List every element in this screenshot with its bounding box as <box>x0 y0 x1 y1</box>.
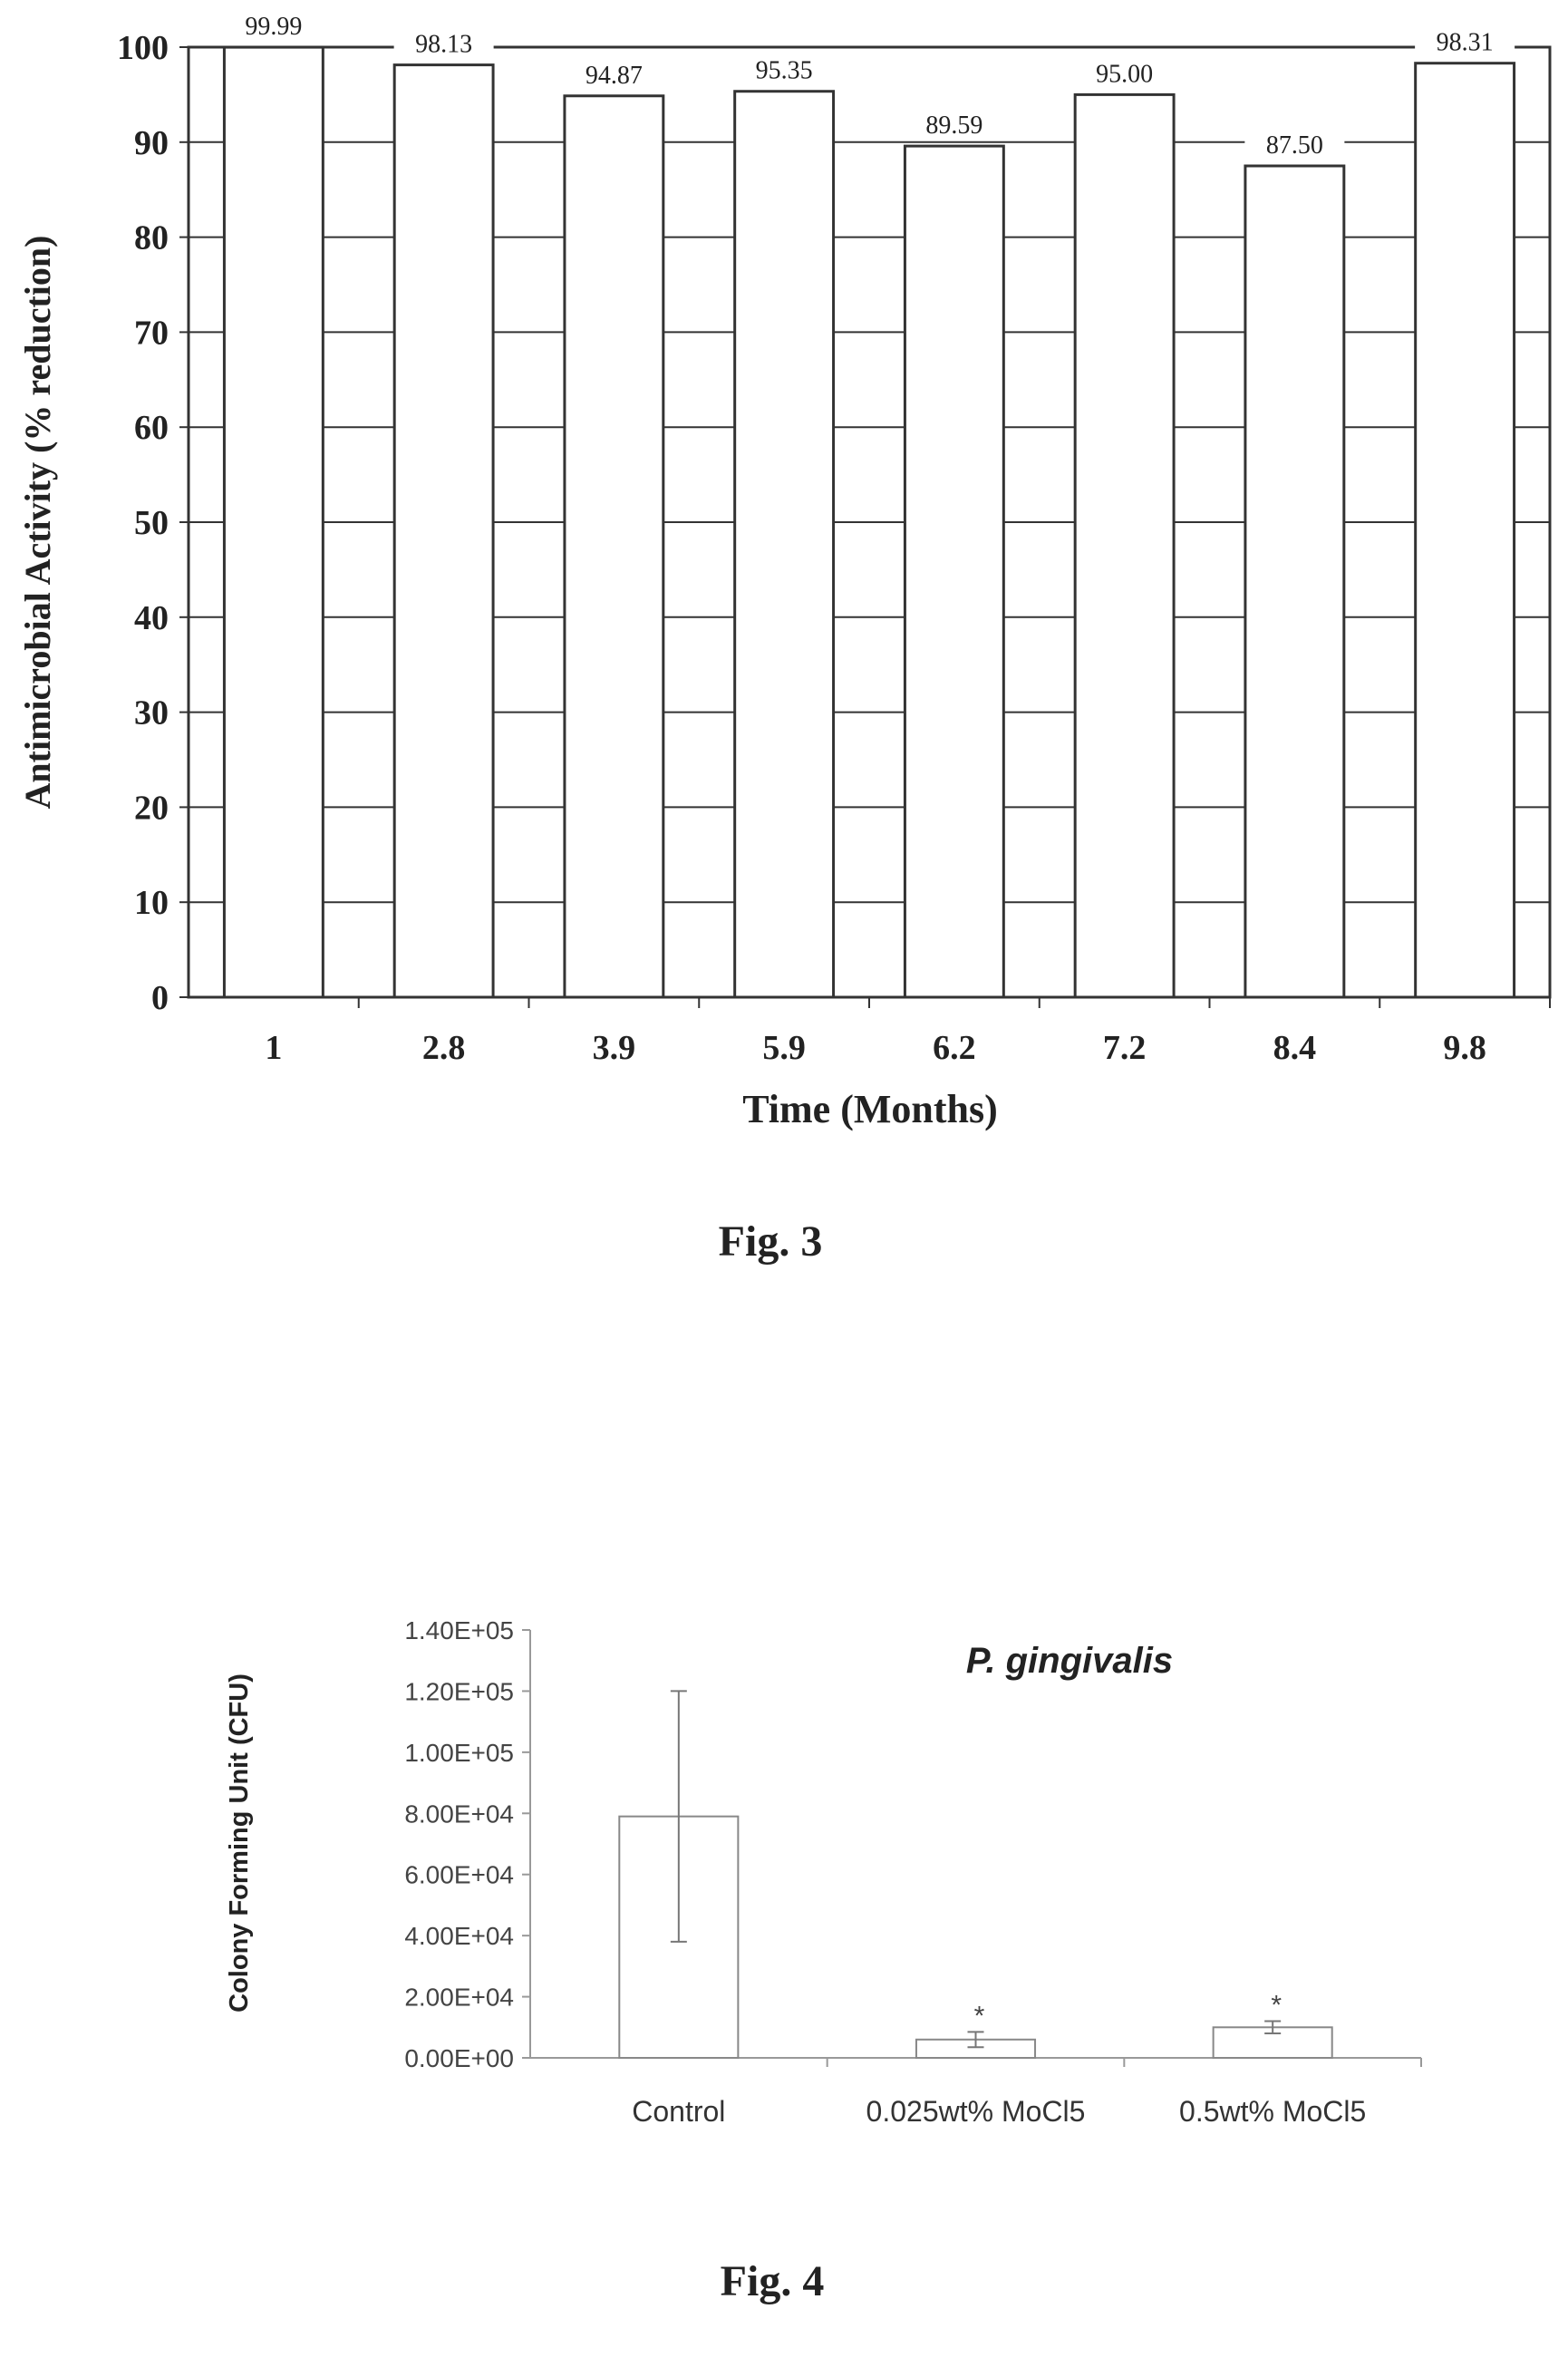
chart1-data-label-bg <box>734 51 835 86</box>
chart1-data-label: 94.87 <box>586 62 643 90</box>
chart1-bar <box>222 45 324 999</box>
figure-caption-4: Fig. 4 <box>721 2257 825 2305</box>
chart1-y-tick-label: 70 <box>134 314 169 352</box>
chart1-data-label-bg <box>1415 23 1515 58</box>
chart2-x-tick-label: 0.025wt% MoCl5 <box>866 2095 1086 2128</box>
chart1-x-tick-label: 7.2 <box>1103 1029 1147 1067</box>
chart1-x-tick-label: 8.4 <box>1273 1029 1317 1067</box>
chart1-data-label-bg <box>904 106 1004 141</box>
chart2-y-tick-label: 0.00E+00 <box>404 2044 514 2072</box>
chart1-y-tick-label: 40 <box>134 599 169 637</box>
chart1-data-label-bg <box>1074 54 1175 90</box>
chart2-significance-marker: * <box>1271 1991 1282 2021</box>
chart1-y-tick-label: 0 <box>151 979 169 1017</box>
chart1-x-tick-label: 6.2 <box>933 1029 976 1067</box>
chart2-y-tick-label: 2.00E+04 <box>404 1984 514 2012</box>
chart1-y-tick-labels: 0 10 20 30 40 50 60 70 80 90 100 <box>117 29 169 1017</box>
chart1-data-label: 95.00 <box>1096 60 1153 88</box>
chart1-y-tick-label: 30 <box>134 694 169 732</box>
chart1-x-tick-label: 9.8 <box>1443 1029 1486 1067</box>
chart1-y-tick-label: 10 <box>134 884 169 922</box>
chart2-x-tick-labels: Control 0.025wt% MoCl5 0.5wt% MoCl5 <box>632 2095 1366 2128</box>
chart1-bar <box>903 144 1005 999</box>
chart1-y-axis-label: Antimicrobial Activity (% reduction) <box>17 236 58 810</box>
chart1-data-label: 89.59 <box>925 112 982 140</box>
chart2-title: P. gingivalis <box>966 1641 1173 1681</box>
chart2-x-tick-label: 0.5wt% MoCl5 <box>1179 2095 1366 2128</box>
chart1-y-tick-label: 50 <box>134 504 169 542</box>
chart2-y-tick-label: 1.40E+05 <box>404 1616 514 1644</box>
chart1-x-axis-label: Time (Months) <box>742 1087 998 1131</box>
chart1-y-tick-label: 60 <box>134 409 169 447</box>
chart1-bar <box>733 90 836 999</box>
chart2-y-axis-label: Colony Forming Unit (CFU) <box>225 1673 254 2013</box>
chart1-y-tick-label: 90 <box>134 124 169 162</box>
chart1-y-tick-label: 100 <box>117 29 169 67</box>
chart2-y-tick-labels: 0.00E+00 2.00E+04 4.00E+04 6.00E+04 8.00E+04… <box>404 1616 530 2072</box>
chart1-bars <box>222 45 1551 1008</box>
chart1-y-tick-label: 80 <box>134 219 169 257</box>
chart1-bar <box>1073 92 1176 999</box>
chart1-data-label: 99.99 <box>245 13 302 41</box>
chart2-significance-marker: * <box>974 2001 985 2031</box>
chart1-data-labels: 99.99 98.13 94.87 95.35 89.59 95.00 87.50 98.31 <box>223 7 1515 160</box>
chart1-x-tick-label: 3.9 <box>593 1029 636 1067</box>
figure-caption-3: Fig. 3 <box>719 1217 823 1266</box>
chart2-y-tick-label: 8.00E+04 <box>404 1800 514 1828</box>
chart1-data-label: 98.13 <box>415 31 472 59</box>
chart1-y-tick-label: 20 <box>134 789 169 827</box>
chart1-data-label-bg <box>564 55 664 91</box>
chart1-x-tick-label: 2.8 <box>422 1029 466 1067</box>
chart1-data-label: 87.50 <box>1266 131 1323 160</box>
chart2-y-tick-label: 4.00E+04 <box>404 1922 514 1950</box>
chart2-x-tick-label: Control <box>632 2095 725 2128</box>
chart1-data-label-bg <box>1244 126 1345 160</box>
chart-colony-forming-unit: 0.00E+00 2.00E+04 4.00E+04 6.00E+04 8.00E+04… <box>225 1616 1422 2128</box>
chart1-x-tick-label: 1 <box>265 1029 282 1067</box>
chart1-bar <box>1244 164 1346 999</box>
chart2-y-tick-label: 1.00E+05 <box>404 1739 514 1767</box>
chart1-bar <box>563 94 665 999</box>
chart1-bar <box>392 63 495 999</box>
chart1-data-label: 95.35 <box>756 57 813 85</box>
chart1-data-label: 98.31 <box>1437 29 1494 57</box>
chart1-bar <box>1414 62 1516 999</box>
chart-antimicrobial-activity: 0 10 20 30 40 50 60 70 80 90 100 1 2.8 3.9 5.9 6.2 7.2 8… <box>17 7 1552 1131</box>
chart1-x-tick-labels: 1 2.8 3.9 5.9 6.2 7.2 8.4 9.8 <box>265 1029 1486 1067</box>
chart1-data-label-bg <box>393 24 494 60</box>
chart1-x-tick-label: 5.9 <box>762 1029 806 1067</box>
chart1-data-label-bg <box>223 7 324 43</box>
chart2-bars: * * <box>618 1690 1422 2067</box>
chart2-y-tick-label: 6.00E+04 <box>404 1861 514 1889</box>
chart2-y-tick-label: 1.20E+05 <box>404 1677 514 1705</box>
